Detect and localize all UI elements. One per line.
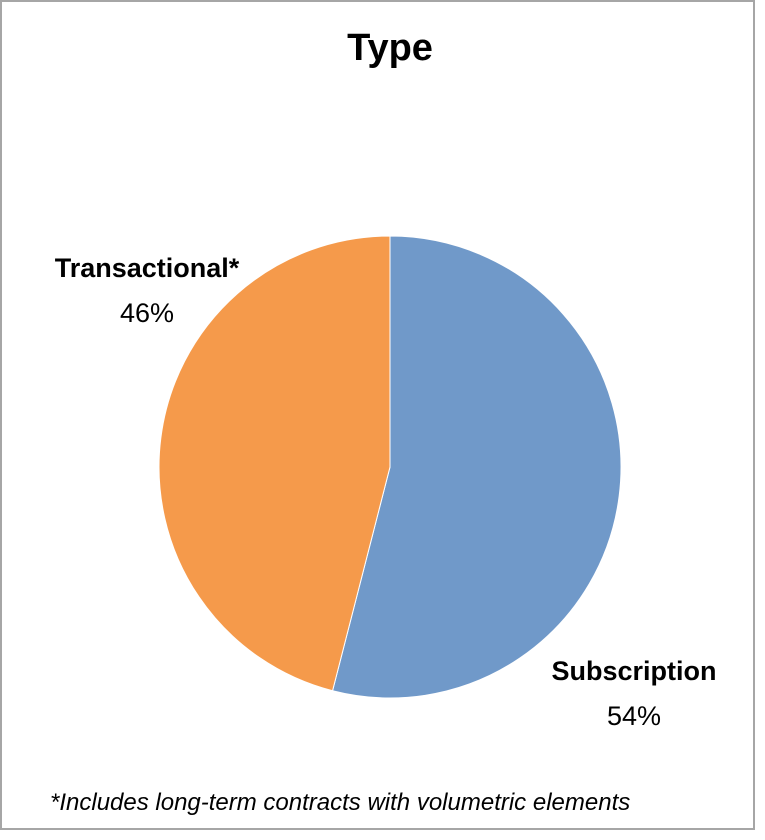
slice-label-subscription: Subscription — [551, 656, 716, 686]
pie-slices — [158, 235, 622, 699]
slice-value-transactional: 46% — [120, 298, 174, 328]
pie-slice-subscription — [331, 235, 622, 699]
slice-label-transactional: Transactional* — [55, 253, 240, 283]
pie-slice-transactional — [158, 235, 391, 692]
chart-title: Type — [347, 27, 433, 69]
footnote: *Includes long-term contracts with volum… — [50, 789, 630, 816]
slice-value-subscription: 54% — [607, 701, 661, 731]
